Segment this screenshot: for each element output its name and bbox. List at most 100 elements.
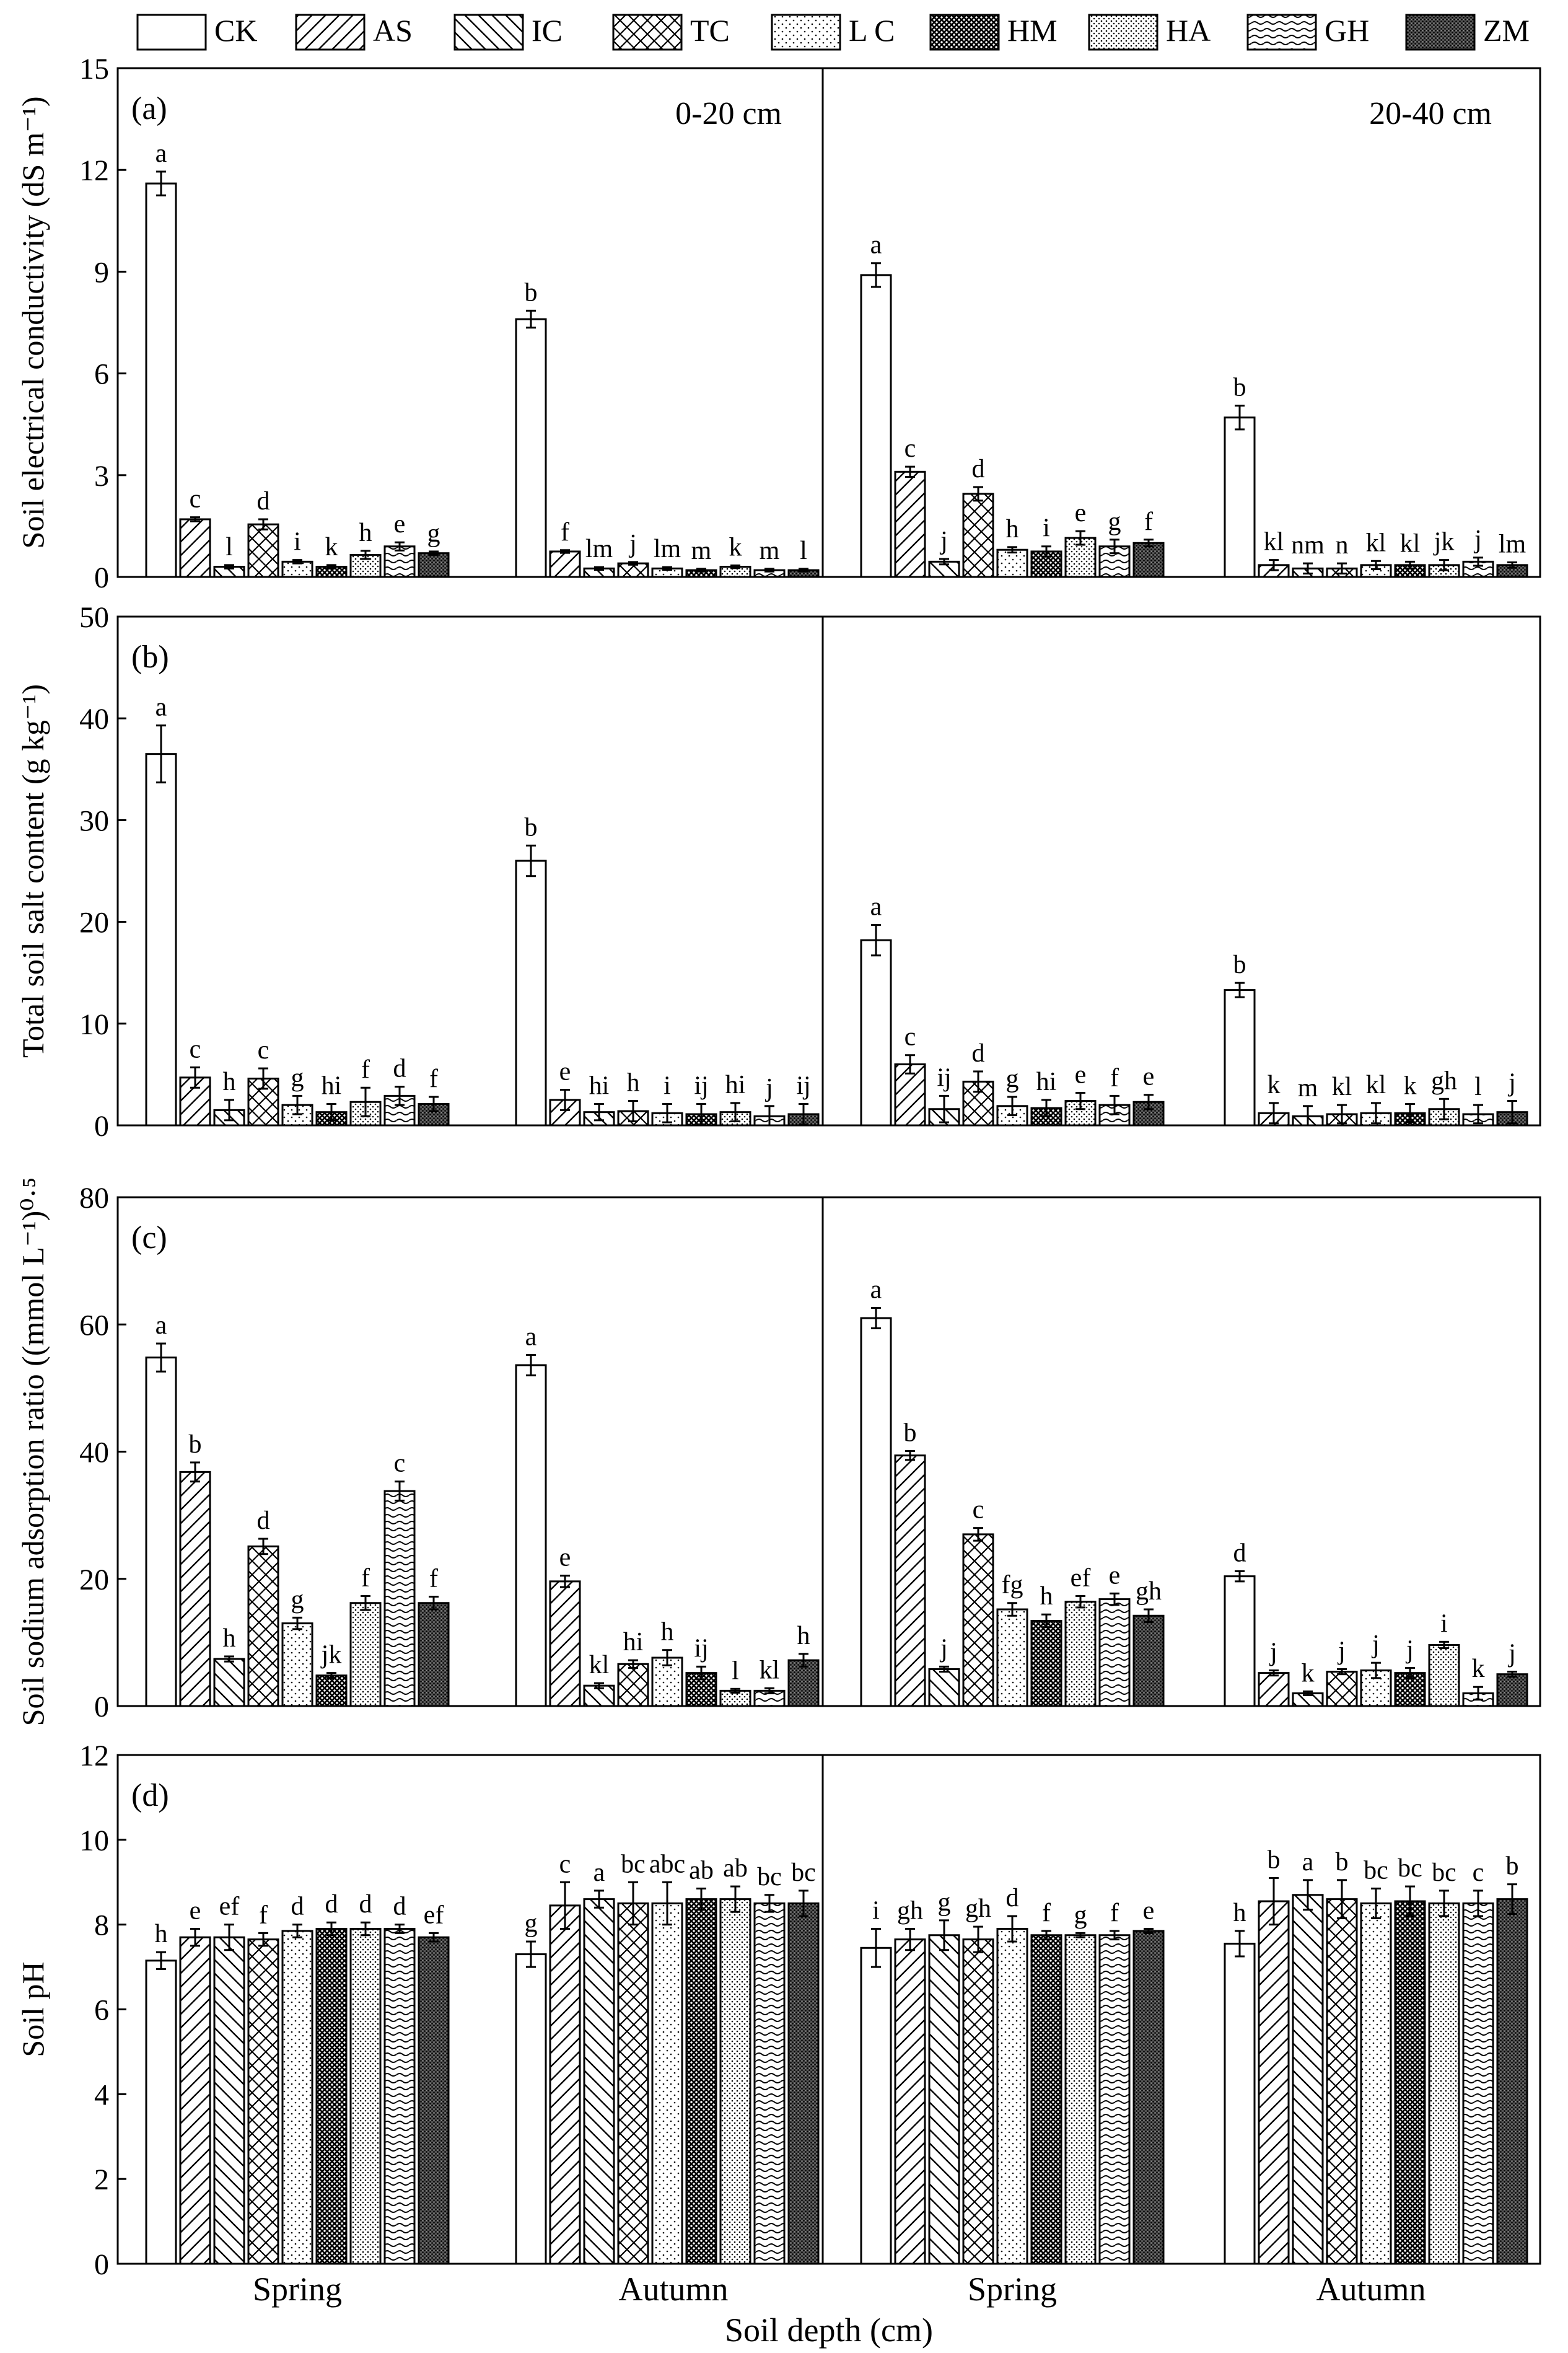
bar-as: [1258, 1900, 1290, 2265]
legend-swatch-hm: [929, 14, 1000, 51]
bar-ck: [860, 1317, 892, 1707]
bar-ck: [860, 1946, 892, 2265]
bar-tc: [962, 1533, 994, 1707]
legend-label-ck: CK: [214, 13, 257, 48]
bar-ck: [1224, 416, 1256, 578]
significance-letter: b: [525, 278, 538, 307]
significance-letter: j: [1337, 1637, 1346, 1665]
bar-ck: [515, 860, 547, 1127]
significance-letter: c: [904, 434, 916, 463]
x-axis-title: Soil depth (cm): [725, 2311, 933, 2349]
bar-hm: [1394, 1900, 1426, 2265]
y-tick-label: 6: [94, 358, 109, 391]
significance-letter: j: [1269, 1638, 1277, 1667]
significance-letter: lm: [1499, 530, 1526, 558]
panel-b: 0 10 20 30 40 50 Total soil salt content (g kg…: [15, 601, 1541, 1143]
y-tick-label: 80: [79, 1182, 109, 1215]
significance-letter: f: [1042, 1899, 1051, 1927]
significance-letter: hi: [623, 1628, 644, 1656]
significance-letter: e: [1109, 1561, 1121, 1590]
legend-label-as: AS: [373, 13, 413, 48]
significance-letter: c: [190, 485, 201, 514]
significance-letter: kl: [1366, 1071, 1386, 1099]
y-tick-label: 20: [79, 1564, 109, 1596]
significance-letter: e: [1075, 499, 1087, 527]
significance-letter: h: [627, 1069, 640, 1097]
significance-letter: c: [190, 1035, 201, 1063]
bar-as: [179, 1471, 211, 1707]
significance-letter: k: [325, 533, 338, 561]
legend-label-tc: TC: [690, 13, 730, 48]
significance-letter: a: [155, 139, 167, 168]
legend-label-hm: HM: [1007, 13, 1058, 48]
significance-letter: b: [525, 813, 538, 842]
bar-ha: [349, 1602, 382, 1707]
bar-as: [894, 1454, 926, 1707]
bar-as: [1258, 1672, 1290, 1707]
bar-gh: [1462, 1902, 1494, 2265]
legend-label-gh: GH: [1325, 13, 1369, 48]
significance-letter: jk: [320, 1641, 342, 1669]
significance-letter: f: [259, 1901, 268, 1929]
bar-ha: [1428, 1902, 1460, 2265]
significance-letter: bc: [1398, 1854, 1422, 1883]
bar-ic: [213, 1936, 245, 2265]
significance-letter: a: [155, 693, 167, 722]
bar-ic: [928, 1934, 960, 2265]
significance-letter: h: [155, 1920, 168, 1948]
significance-letter: h: [223, 1068, 236, 1096]
significance-letter: h: [1040, 1582, 1053, 1611]
bar-gh: [383, 545, 416, 578]
bar-zm: [418, 1602, 450, 1707]
x-group-label: Spring: [968, 2271, 1057, 2308]
depth-label: 0-20 cm: [675, 96, 782, 131]
bar-as: [179, 1936, 211, 2265]
significance-letter: e: [1143, 1897, 1155, 1925]
bar-tc: [247, 523, 279, 578]
significance-letter: e: [559, 1544, 571, 1572]
significance-letter: f: [429, 1065, 438, 1093]
significance-letter: a: [155, 1311, 167, 1340]
significance-letter: ij: [937, 1063, 951, 1092]
significance-letter: h: [223, 1624, 236, 1653]
significance-letter: e: [190, 1897, 201, 1925]
significance-letter: bc: [621, 1850, 646, 1878]
significance-letter: f: [361, 1055, 370, 1084]
significance-letter: kl: [1264, 528, 1284, 556]
y-tick-label: 0: [94, 2248, 109, 2281]
significance-letter: k: [1472, 1655, 1485, 1683]
significance-letter: b: [1268, 1845, 1281, 1874]
significance-letter: hi: [725, 1071, 746, 1099]
significance-letter: gh: [965, 1894, 991, 1923]
bar-as: [549, 1580, 581, 1707]
y-tick-label: 8: [94, 1909, 109, 1942]
significance-letter: l: [732, 1656, 739, 1685]
significance-letter: e: [1143, 1063, 1155, 1091]
y-tick-label: 40: [79, 1436, 109, 1469]
panel-label: (d): [131, 1778, 169, 1813]
significance-letter: kl: [1400, 529, 1421, 558]
bar-ck: [145, 182, 177, 578]
significance-letter: g: [1108, 508, 1121, 536]
significance-letter: a: [525, 1323, 537, 1352]
bar-lc: [996, 1928, 1028, 2265]
bar-tc: [962, 1938, 994, 2265]
bar-lc: [996, 548, 1028, 578]
significance-letter: lm: [585, 535, 613, 563]
bar-ha: [1064, 1934, 1097, 2265]
legend-swatch-as: [295, 14, 366, 51]
significance-letter: d: [972, 455, 985, 483]
bar-ha: [1428, 1643, 1460, 1707]
significance-letter: c: [904, 1023, 916, 1052]
significance-letter: d: [1006, 1884, 1019, 1912]
significance-letter: d: [291, 1893, 304, 1921]
y-tick-label: 15: [79, 53, 109, 86]
y-tick-label: 12: [79, 1739, 109, 1772]
x-group-label: Autumn: [618, 2271, 728, 2308]
panel-a: 0 3 6 9 12 15 Soil electrical conductivity (dS…: [15, 53, 1541, 594]
significance-letter: a: [870, 893, 882, 921]
legend-swatch-zm: [1405, 14, 1476, 51]
legend-swatch-ha: [1088, 14, 1158, 51]
